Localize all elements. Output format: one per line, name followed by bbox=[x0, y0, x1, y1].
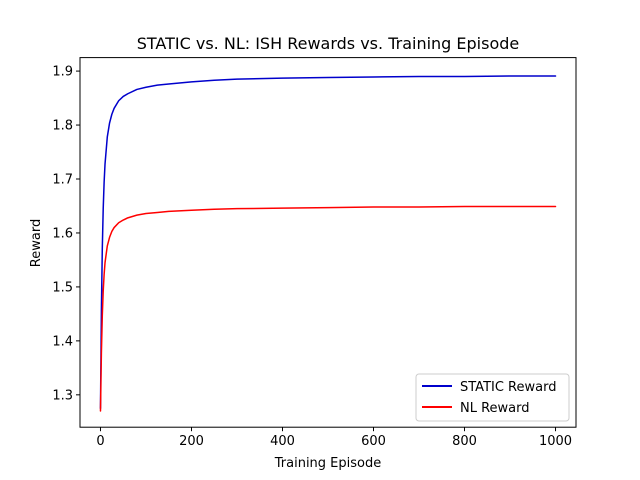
y-tick-label: 1.3 bbox=[52, 388, 73, 403]
x-tick-label: 1000 bbox=[539, 434, 572, 449]
x-axis: 0 200 400 600 800 1000 bbox=[96, 427, 572, 449]
series-layer bbox=[99, 75, 557, 412]
x-axis-label: Training Episode bbox=[274, 456, 381, 471]
x-tick-label: 200 bbox=[179, 434, 204, 449]
plot-frame bbox=[79, 57, 577, 428]
y-tick-label: 1.9 bbox=[52, 65, 73, 80]
y-tick-label: 1.4 bbox=[52, 334, 73, 349]
x-tick-label: 0 bbox=[96, 434, 104, 449]
y-tick-label: 1.5 bbox=[52, 280, 73, 295]
legend: STATIC Reward NL Reward bbox=[415, 373, 570, 422]
chart-title: STATIC vs. NL: ISH Rewards vs. Training … bbox=[137, 34, 520, 53]
series-line-0 bbox=[99, 75, 557, 410]
legend-box bbox=[415, 373, 570, 422]
y-axis: 1.3 1.4 1.5 1.6 1.7 1.8 1.9 bbox=[52, 65, 80, 403]
y-tick-label: 1.6 bbox=[52, 226, 73, 241]
y-tick-label: 1.8 bbox=[52, 119, 73, 134]
legend-label-nl: NL Reward bbox=[460, 401, 530, 416]
x-tick-label: 400 bbox=[270, 434, 295, 449]
x-tick-label: 600 bbox=[361, 434, 386, 449]
x-tick-label: 800 bbox=[452, 434, 477, 449]
y-tick-label: 1.7 bbox=[52, 173, 73, 188]
legend-label-static: STATIC Reward bbox=[460, 380, 556, 395]
series-line-1 bbox=[99, 205, 557, 412]
y-axis-label: Reward bbox=[29, 219, 44, 267]
